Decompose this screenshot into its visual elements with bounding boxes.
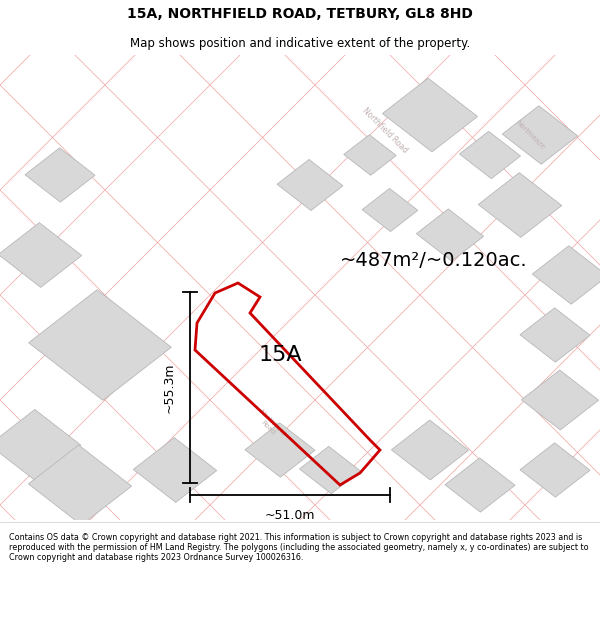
Polygon shape bbox=[0, 222, 82, 288]
Polygon shape bbox=[520, 308, 590, 362]
Text: ~55.3m: ~55.3m bbox=[163, 362, 175, 413]
Polygon shape bbox=[277, 159, 343, 211]
Polygon shape bbox=[362, 188, 418, 232]
Text: ~51.0m: ~51.0m bbox=[265, 509, 315, 522]
Text: Northfield
Road: Northfield Road bbox=[253, 408, 287, 442]
Polygon shape bbox=[416, 209, 484, 261]
Text: Contains OS data © Crown copyright and database right 2021. This information is : Contains OS data © Crown copyright and d… bbox=[9, 532, 589, 562]
Polygon shape bbox=[502, 106, 578, 164]
Polygon shape bbox=[344, 135, 396, 175]
Polygon shape bbox=[245, 423, 315, 477]
Text: ~487m²/~0.120ac.: ~487m²/~0.120ac. bbox=[340, 251, 527, 269]
Text: 15A, NORTHFIELD ROAD, TETBURY, GL8 8HD: 15A, NORTHFIELD ROAD, TETBURY, GL8 8HD bbox=[127, 7, 473, 21]
Polygon shape bbox=[29, 290, 172, 400]
Polygon shape bbox=[532, 246, 600, 304]
Polygon shape bbox=[520, 443, 590, 497]
Polygon shape bbox=[0, 409, 81, 481]
Text: Northfield Road: Northfield Road bbox=[361, 106, 409, 154]
Polygon shape bbox=[460, 131, 521, 179]
Polygon shape bbox=[299, 446, 361, 494]
Text: Map shows position and indicative extent of the property.: Map shows position and indicative extent… bbox=[130, 38, 470, 51]
Polygon shape bbox=[521, 370, 599, 430]
Text: Northleaze: Northleaze bbox=[514, 119, 545, 151]
Polygon shape bbox=[25, 148, 95, 202]
Polygon shape bbox=[391, 420, 469, 480]
Polygon shape bbox=[445, 458, 515, 512]
Polygon shape bbox=[382, 78, 478, 152]
Polygon shape bbox=[133, 438, 217, 503]
Polygon shape bbox=[478, 173, 562, 238]
Polygon shape bbox=[28, 445, 131, 525]
Text: 15A: 15A bbox=[258, 345, 302, 365]
